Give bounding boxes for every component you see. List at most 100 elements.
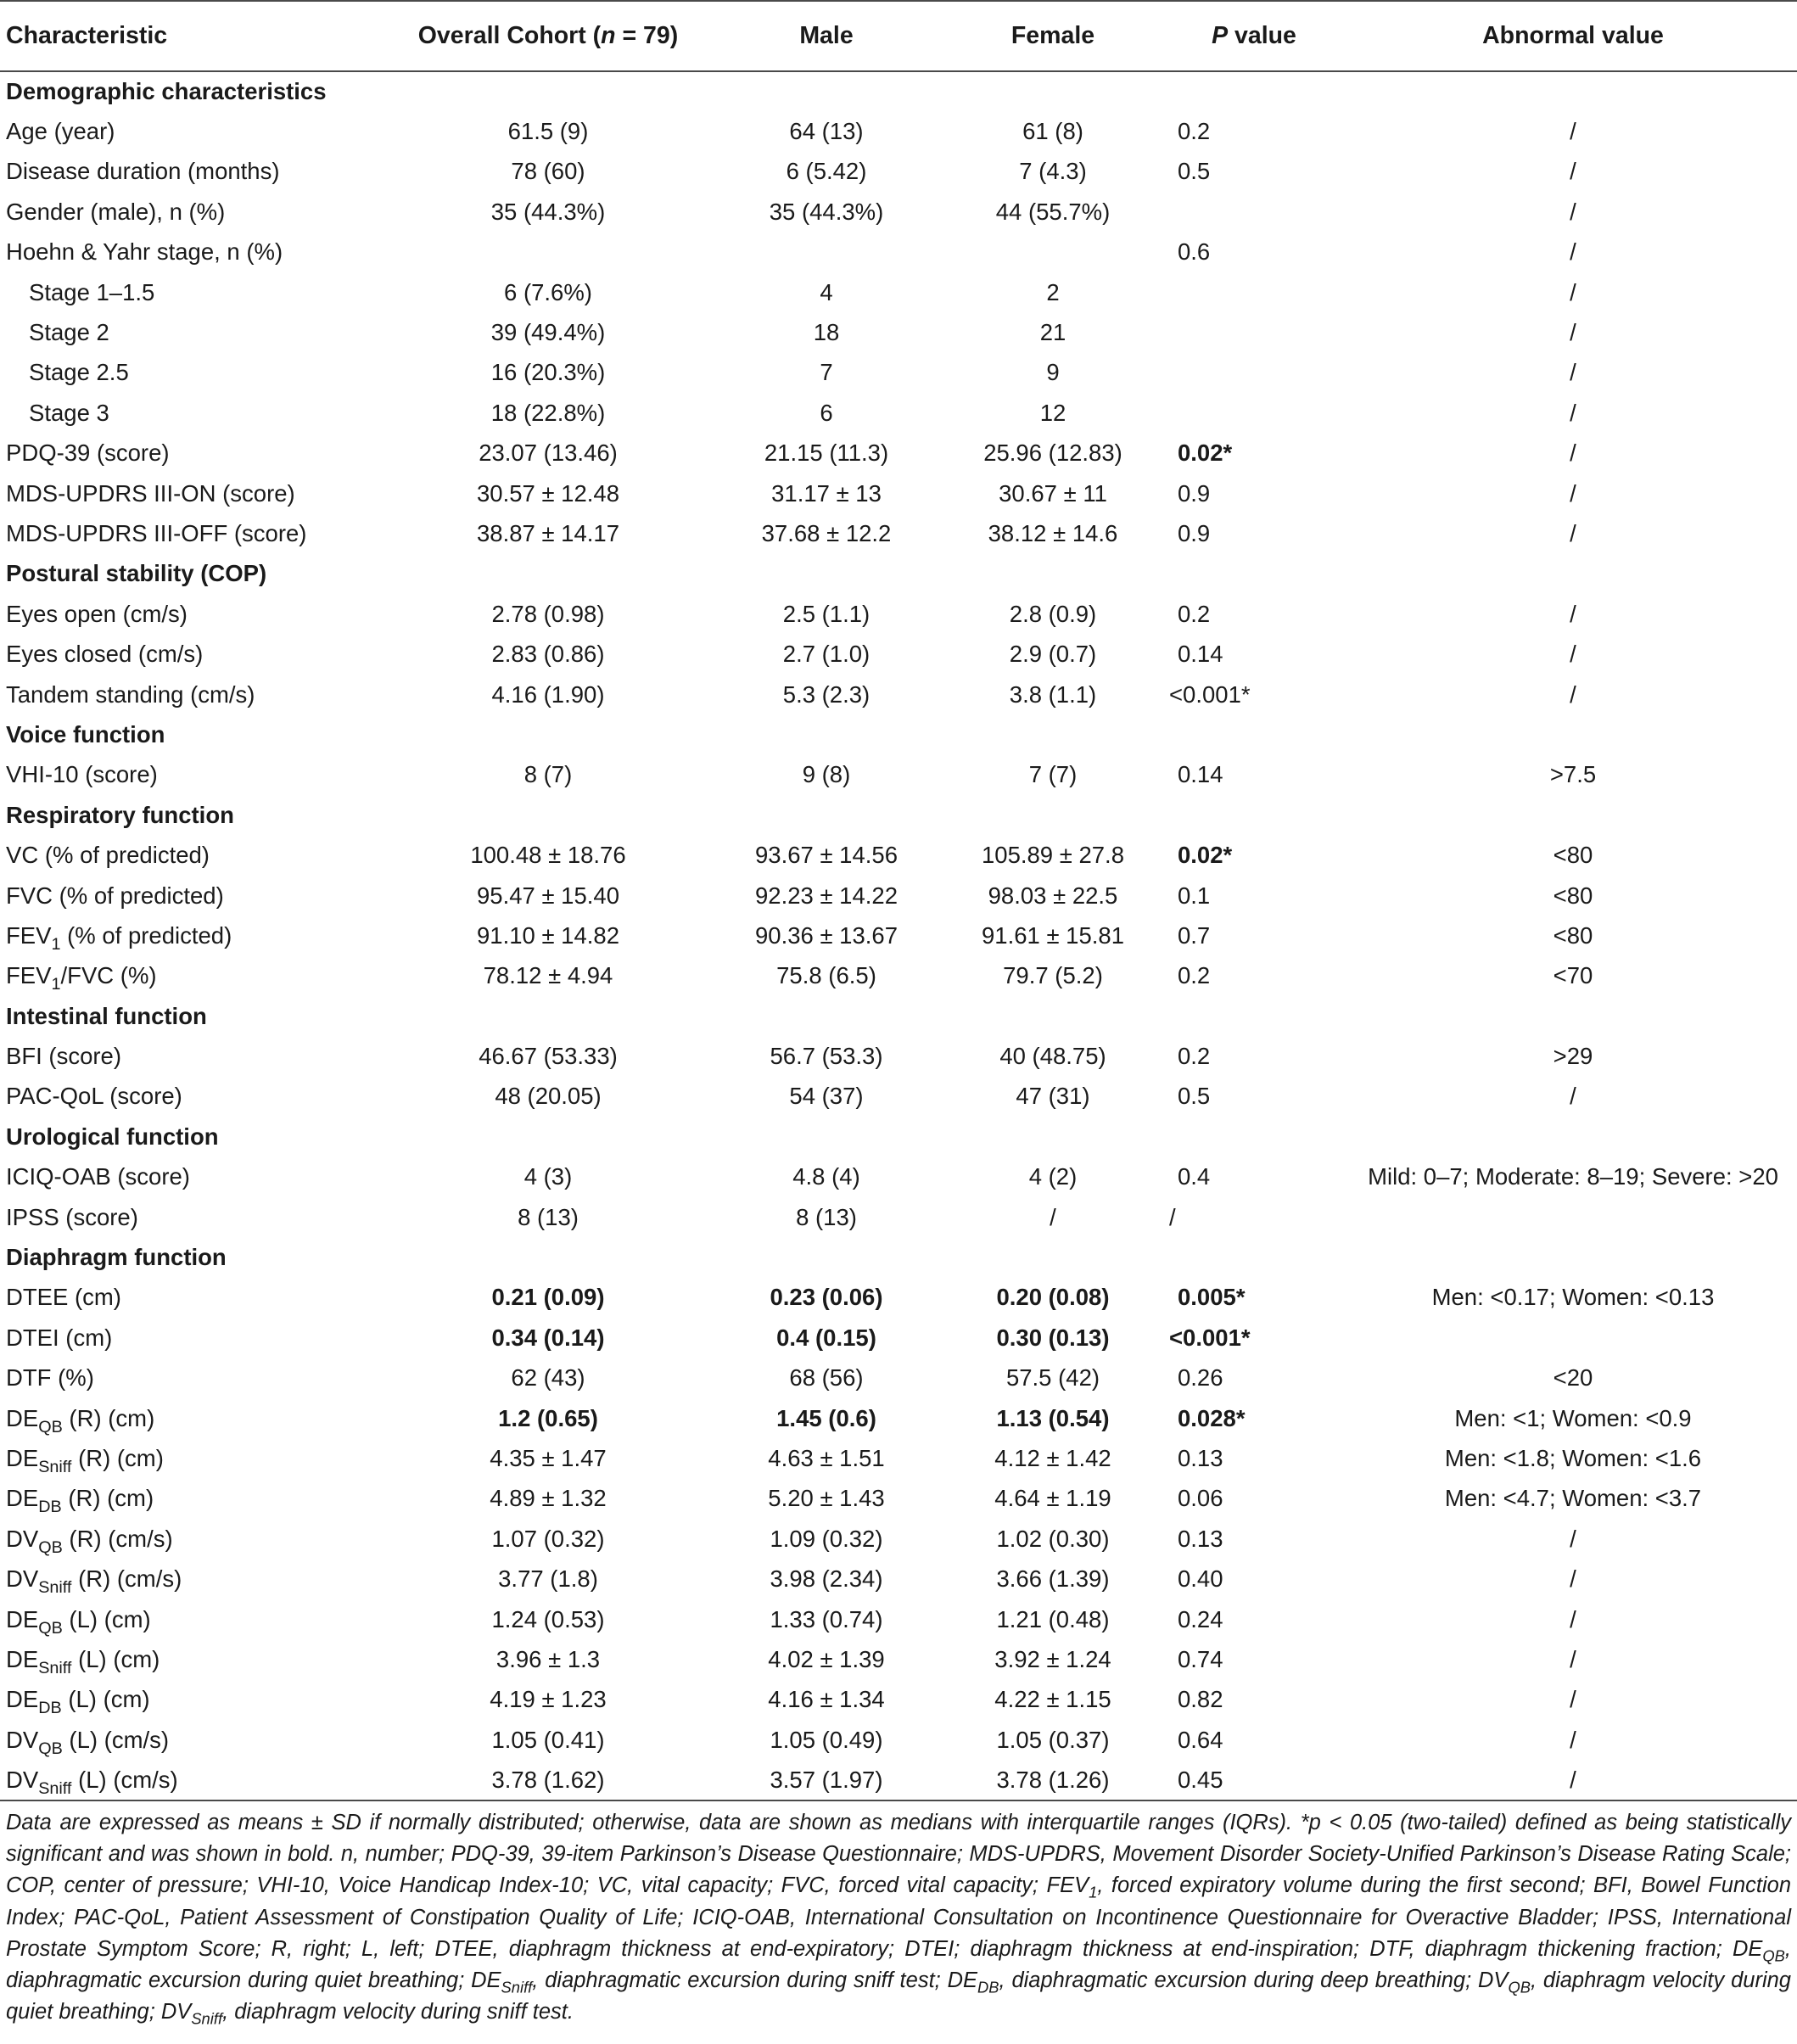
row-label: Stage 3: [0, 393, 390, 433]
cell-male: 2.5 (1.1): [782, 600, 871, 627]
row-label-text: DE: [6, 1404, 39, 1431]
footnote-text: , diaphragmatic excursion during deep br…: [999, 1968, 1509, 1993]
cell-overall: 91.10 ± 14.82: [476, 921, 619, 949]
row-label-text: BFI (score): [6, 1043, 121, 1070]
cell-overall: 62 (43): [511, 1364, 585, 1392]
cell-abnormal-value: <80: [1553, 921, 1593, 949]
cell-p-value: [1159, 353, 1349, 393]
row-label: DEDB (R) (cm): [0, 1479, 390, 1519]
row-label: Gender (male), n (%): [0, 192, 390, 232]
cell-p-value: 0.74: [1178, 1645, 1223, 1672]
row-label-subscript: DB: [38, 1699, 62, 1718]
row-label: DTEE (cm): [0, 1278, 390, 1318]
cell-male: 4.02 ± 1.39: [768, 1645, 885, 1672]
cell-p-value: 0.005*: [1178, 1284, 1246, 1311]
cell-p-value: 0.14: [1178, 641, 1223, 668]
cell-male: 56.7 (53.3): [770, 1043, 883, 1070]
cell-overall: 46.67 (53.33): [479, 1043, 618, 1070]
cell-abnormal-value: /: [1570, 1686, 1576, 1713]
cell-abnormal-value: /: [1570, 519, 1576, 546]
cell-abnormal-value: /: [1570, 600, 1576, 627]
cell-p-value: 0.26: [1178, 1364, 1223, 1392]
table-row: Stage 1–1.5 6 (7.6%) 4 2 /: [0, 272, 1797, 312]
row-label: MDS-UPDRS III-OFF (score): [0, 513, 390, 553]
cell-male: 3.57 (1.97): [706, 1760, 947, 1801]
row-label-suffix: (R) (cm): [61, 1485, 154, 1512]
cell-abnormal-value: /: [1570, 118, 1576, 145]
section-title: Diaphragm function: [6, 1244, 227, 1271]
cell-male: 1.05 (0.49): [770, 1726, 883, 1753]
cell-p-value: 0.6: [1178, 238, 1211, 266]
cell-p-value: 0.7: [1178, 921, 1211, 949]
cell-p-value: 0.028*: [1178, 1404, 1246, 1431]
cell-p-value: 0.5: [1178, 1083, 1211, 1110]
table-row: MDS-UPDRS III-OFF (score) 38.87 ± 14.17 37…: [0, 513, 1797, 553]
cell-female: 57.5 (42): [1005, 1364, 1100, 1392]
cell-female: 12: [1039, 399, 1066, 426]
cell-male: 6 (5.42): [786, 158, 867, 185]
cell-overall: 30.57 ± 12.48: [476, 479, 619, 507]
cell-male: 4.8 (4): [792, 1163, 860, 1190]
footnote-text: , diaphragmatic excursion during quiet b…: [6, 1936, 1791, 1993]
cell-abnormal-value: /: [1570, 1645, 1576, 1672]
cell-male: 54 (37): [789, 1083, 864, 1110]
cell-overall: 6 (7.6%): [504, 278, 592, 305]
row-label-text: Hoehn & Yahr stage, n (%): [6, 238, 283, 266]
table-row: PDQ-39 (score) 23.07 (13.46) 21.15 (11.3) 2…: [0, 434, 1797, 473]
row-label: Stage 2.5: [0, 353, 390, 393]
cell-overall: 1.07 (0.32): [491, 1525, 605, 1552]
row-label: Stage 1–1.5: [0, 272, 390, 312]
cell-p-value: 0.2: [1178, 1043, 1211, 1070]
row-label: VC (% of predicted): [0, 835, 390, 875]
cell-male: 7: [820, 359, 833, 386]
cell-male: 64 (13): [789, 118, 864, 145]
cell-female: 4.12 ± 1.42: [994, 1444, 1111, 1471]
cell-abnormal-value: <20: [1553, 1364, 1593, 1392]
cell-male: 92.23 ± 14.22: [754, 882, 898, 909]
cell-male: 75.8 (6.5): [776, 962, 876, 989]
section-row: Respiratory function: [0, 795, 1797, 835]
section-row: Demographic characteristics: [0, 71, 1797, 111]
table-row: DEDB (R) (cm) 4.89 ± 1.32 5.20 ± 1.43 4.64 …: [0, 1479, 1797, 1519]
cell-p-value: 0.9: [1178, 479, 1211, 507]
footnote-subscript: 1: [1089, 1883, 1098, 1901]
table-row: FEV1/FVC (%) 78.12 ± 4.94 75.8 (6.5) 79.7 (…: [0, 956, 1797, 996]
row-label-text: VHI-10 (score): [6, 761, 158, 788]
cell-female: 91.61 ± 15.81: [981, 921, 1124, 949]
table-row: Tandem standing (cm/s) 4.16 (1.90) 5.3 (2.…: [0, 675, 1797, 714]
row-label-subscript: Sniff: [38, 1457, 72, 1476]
cell-male: 4.16 ± 1.34: [768, 1686, 885, 1713]
row-label-text: DE: [6, 1605, 39, 1632]
footnote-subscript: Sniff: [191, 2009, 223, 2028]
cell-male: 21.15 (11.3): [764, 440, 889, 467]
footnote-text: , forced expiratory volume during the fi…: [6, 1873, 1792, 1961]
header-male: Male: [706, 0, 947, 72]
cell-overall: 3.78 (1.62): [390, 1760, 706, 1801]
cell-female: 30.67 ± 11: [999, 479, 1107, 507]
table-row: VC (% of predicted) 100.48 ± 18.76 93.67 ±…: [0, 835, 1797, 875]
cell-overall: 23.07 (13.46): [479, 440, 618, 467]
cell-female: 3.78 (1.26): [947, 1760, 1159, 1801]
cell-abnormal-value: /: [1349, 1760, 1797, 1801]
table-row: DTF (%) 62 (43) 68 (56) 57.5 (42) 0.26 <20: [0, 1358, 1797, 1398]
row-label-subscript: Sniff: [38, 1778, 72, 1798]
cell-male: 2.7 (1.0): [782, 641, 871, 668]
cell-female: 7 (4.3): [1019, 158, 1087, 185]
table-row: Gender (male), n (%) 35 (44.3%) 35 (44.3%)…: [0, 192, 1797, 232]
row-label: ICIQ-OAB (score): [0, 1157, 390, 1197]
cell-abnormal-value: <70: [1553, 962, 1593, 989]
cell-p-value: <0.001*: [1169, 680, 1251, 708]
cell-male: 37.68 ± 12.2: [761, 519, 892, 546]
row-label: Hoehn & Yahr stage, n (%): [0, 232, 390, 272]
cell-abnormal-value: /: [1570, 641, 1576, 668]
section-title: Respiratory function: [6, 801, 234, 828]
table-row: DEQB (L) (cm) 1.24 (0.53) 1.33 (0.74) 1.21 …: [0, 1599, 1797, 1639]
cell-female: /: [1050, 1203, 1056, 1230]
row-label-text: Stage 1–1.5: [29, 278, 155, 305]
cell-overall: 1.2 (0.65): [498, 1404, 598, 1431]
table-row: Eyes open (cm/s) 2.78 (0.98) 2.5 (1.1) 2.8 …: [0, 594, 1797, 634]
cell-abnormal-value: /: [1570, 1605, 1576, 1632]
row-label: DEQB (R) (cm): [0, 1398, 390, 1438]
row-label: BFI (score): [0, 1036, 390, 1076]
